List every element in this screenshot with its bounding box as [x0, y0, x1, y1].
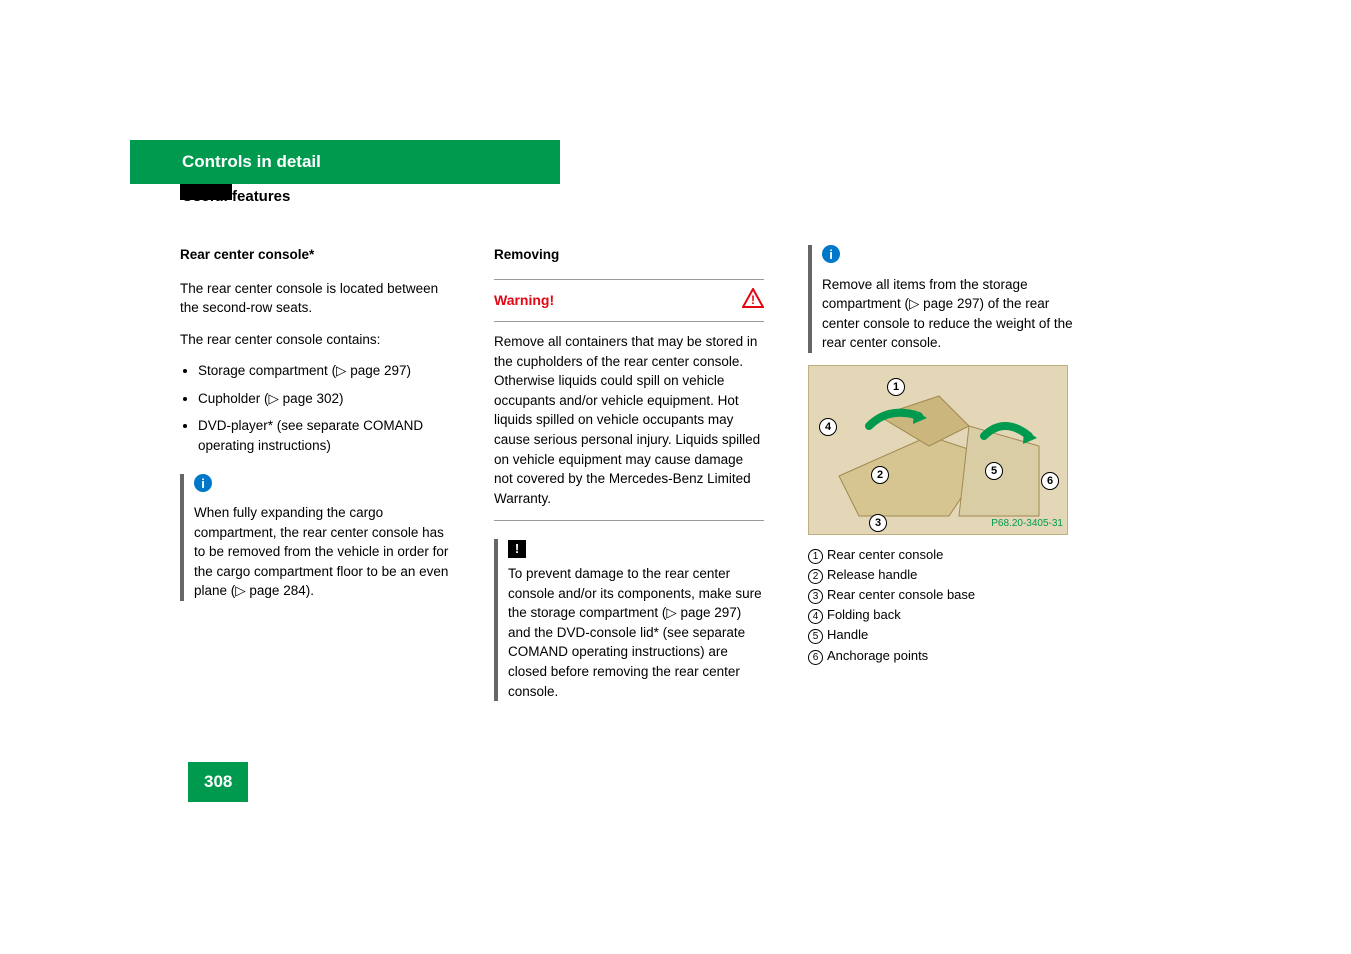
- legend-item: 2Release handle: [808, 565, 1078, 585]
- info-note: i Remove all items from the storage comp…: [808, 245, 1078, 353]
- warning-header: Warning! !: [494, 279, 764, 323]
- legend-item: 3Rear center console base: [808, 585, 1078, 605]
- topic-heading: Rear center console*: [180, 245, 450, 265]
- list-item: Storage compartment (▷ page 297): [198, 361, 450, 381]
- figure-callout-4: 4: [819, 418, 837, 436]
- contains-text: The rear center console contains:: [180, 330, 450, 350]
- legend-item: 4Folding back: [808, 605, 1078, 625]
- list-item: DVD-player* (see separate COMAND operati…: [198, 416, 450, 455]
- list-item: Cupholder (▷ page 302): [198, 389, 450, 409]
- warning-label: Warning!: [494, 290, 554, 310]
- figure-svg: [809, 366, 1068, 535]
- figure-callout-3: 3: [869, 514, 887, 532]
- figure-callout-5: 5: [985, 462, 1003, 480]
- contains-list: Storage compartment (▷ page 297) Cuphold…: [180, 361, 450, 455]
- subheading-removing: Removing: [494, 245, 764, 265]
- warning-triangle-icon: !: [742, 288, 764, 314]
- info-icon: i: [822, 245, 1078, 269]
- intro-text: The rear center console is located betwe…: [180, 279, 450, 318]
- figure-rear-console: 1 4 2 3 5 6 P68.20-3405-31: [808, 365, 1068, 535]
- figure-callout-1: 1: [887, 378, 905, 396]
- info-note-text: When fully expanding the cargo compartme…: [194, 505, 448, 598]
- warning-box: Warning! ! Remove all containers that ma…: [494, 279, 764, 522]
- figure-reference: P68.20-3405-31: [991, 517, 1063, 532]
- legend-item: 6Anchorage points: [808, 646, 1078, 666]
- exclamation-icon: !: [508, 540, 526, 558]
- figure-callout-2: 2: [871, 466, 889, 484]
- chapter-heading: Controls in detail: [130, 140, 560, 184]
- section-heading: Useful features: [182, 188, 1100, 205]
- legend-item: 5Handle: [808, 625, 1078, 645]
- figure-legend: 1Rear center console 2Release handle 3Re…: [808, 545, 1078, 666]
- info-note: i When fully expanding the cargo compart…: [180, 474, 450, 601]
- legend-item: 1Rear center console: [808, 545, 1078, 565]
- three-column-layout: Rear center console* The rear center con…: [180, 245, 1100, 701]
- caution-note: ! To prevent damage to the rear center c…: [494, 539, 764, 701]
- svg-text:i: i: [201, 476, 205, 491]
- page-number: 308: [188, 762, 248, 802]
- info-note-text: Remove all items from the storage compar…: [822, 277, 1073, 351]
- caution-body: To prevent damage to the rear center con…: [508, 564, 764, 701]
- column-1: Rear center console* The rear center con…: [180, 245, 450, 701]
- info-icon: i: [194, 474, 450, 498]
- svg-text:i: i: [829, 247, 833, 262]
- page-content: Controls in detail Useful features Rear …: [180, 140, 1100, 701]
- warning-body: Remove all containers that may be stored…: [494, 332, 764, 508]
- column-2: Removing Warning! ! Remove all container…: [494, 245, 764, 701]
- figure-callout-6: 6: [1041, 472, 1059, 490]
- column-3: i Remove all items from the storage comp…: [808, 245, 1078, 701]
- svg-text:!: !: [751, 293, 755, 307]
